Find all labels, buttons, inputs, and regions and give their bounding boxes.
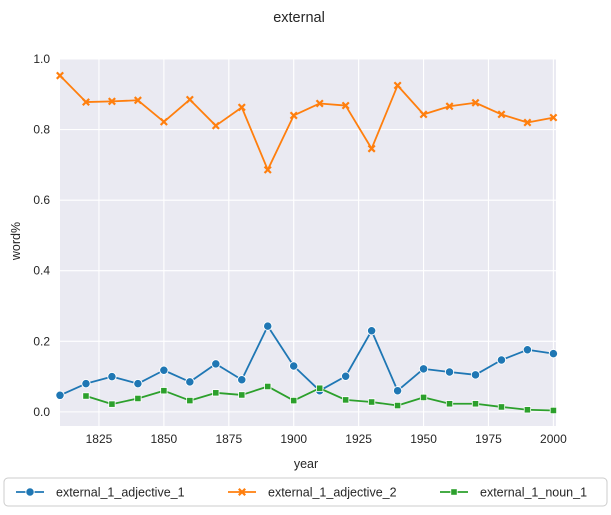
data-point — [211, 121, 220, 130]
data-point — [419, 110, 428, 119]
data-point — [549, 113, 558, 122]
data-point — [56, 71, 64, 80]
data-point — [523, 406, 532, 414]
series-external_1_adjective_2 — [56, 71, 558, 174]
y-tick-label: 0.6 — [33, 193, 50, 207]
data-point — [133, 96, 142, 105]
data-point — [522, 345, 533, 355]
data-point — [470, 370, 481, 380]
series-layer — [55, 71, 559, 415]
data-point — [523, 118, 532, 127]
x-tick-label: 1950 — [410, 432, 437, 446]
data-point — [549, 406, 558, 415]
chart-title: external — [273, 10, 325, 26]
data-point — [107, 97, 116, 106]
series-line — [59, 74, 554, 171]
y-tick-label: 1.0 — [33, 52, 50, 66]
data-point — [445, 400, 454, 408]
data-point — [263, 165, 272, 174]
data-point — [341, 101, 350, 110]
legend-item: external_1_adjective_2 — [228, 486, 397, 500]
data-point — [368, 398, 376, 406]
legend-label: external_1_adjective_2 — [268, 486, 397, 500]
legend-item: external_1_adjective_1 — [16, 486, 185, 500]
y-tick-label: 0.2 — [33, 334, 50, 348]
data-point — [496, 355, 507, 365]
data-point — [290, 396, 298, 405]
data-point — [185, 377, 195, 387]
grid — [60, 58, 556, 426]
data-point — [393, 401, 402, 410]
x-tick-label: 1825 — [86, 432, 113, 446]
data-point — [548, 349, 559, 359]
data-point — [134, 394, 142, 403]
y-tick-label: 0.0 — [33, 405, 50, 419]
plot-area — [60, 59, 556, 426]
x-tick-label: 1925 — [345, 432, 372, 446]
x-tick-label: 2000 — [540, 432, 567, 446]
data-point — [393, 81, 402, 90]
y-tick-label: 0.4 — [33, 264, 50, 278]
data-point — [133, 379, 143, 389]
data-point — [445, 102, 454, 111]
series-external_1_adjective_1 — [55, 321, 559, 400]
data-point — [159, 365, 169, 375]
data-point — [238, 391, 246, 399]
legend-item: external_1_noun_1 — [440, 486, 587, 500]
data-point — [160, 387, 168, 395]
data-point — [366, 326, 377, 336]
legend-swatch-marker — [25, 487, 35, 497]
data-point — [289, 361, 299, 371]
data-point — [108, 400, 116, 408]
data-point — [211, 359, 221, 369]
legend-frame — [3, 477, 608, 507]
data-point — [212, 389, 220, 397]
legend-label: external_1_adjective_1 — [56, 486, 185, 500]
data-point — [392, 386, 403, 396]
data-point — [497, 403, 506, 411]
tick-labels: 1825 1850 1875 1900 1925 1950 1975 2000 0.0 0.2 0.… — [33, 52, 567, 446]
data-point — [316, 384, 324, 392]
x-axis-title: year — [294, 457, 318, 471]
x-tick-label: 1850 — [151, 432, 178, 446]
data-point — [107, 371, 117, 382]
data-point — [419, 393, 428, 402]
data-point — [82, 392, 90, 400]
series-external_1_noun_1 — [82, 382, 558, 415]
data-point — [342, 396, 350, 404]
y-axis-title: word% — [9, 222, 23, 261]
data-point — [186, 396, 194, 405]
data-point — [289, 111, 298, 120]
x-tick-label: 1975 — [475, 432, 502, 446]
data-point — [81, 98, 90, 107]
y-tick-label: 0.8 — [33, 123, 50, 137]
data-point — [497, 110, 506, 119]
data-point — [341, 371, 351, 381]
data-point — [471, 400, 480, 408]
data-point — [185, 95, 194, 104]
data-point — [81, 379, 91, 389]
data-point — [471, 98, 480, 107]
x-tick-label: 1900 — [280, 432, 307, 446]
data-point — [264, 382, 272, 391]
data-point — [263, 321, 273, 331]
data-point — [444, 367, 455, 377]
data-point — [315, 99, 324, 108]
data-point — [367, 144, 376, 153]
legend-swatch-marker — [238, 488, 246, 496]
legend-label: external_1_noun_1 — [480, 486, 587, 500]
data-point — [418, 364, 429, 374]
data-point — [237, 375, 247, 385]
data-point — [159, 117, 168, 126]
data-point — [55, 390, 65, 400]
data-point — [237, 103, 246, 112]
legend-swatch-marker — [450, 488, 458, 496]
x-tick-label: 1875 — [215, 432, 242, 446]
legend: external_1_adjective_1 external_1_adjecti… — [3, 477, 608, 507]
